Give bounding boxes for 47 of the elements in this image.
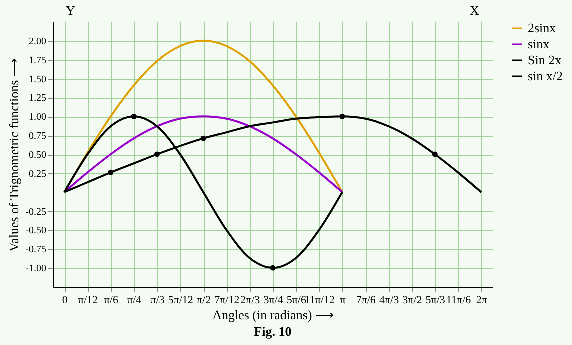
text: X [470, 3, 480, 19]
x-tick-label: 3π/2 [402, 294, 422, 306]
x-tick-label: 3π/4 [264, 294, 284, 306]
x-tick-label: 7π/12 [214, 294, 240, 306]
y-tick-label: -0.25 [26, 206, 46, 218]
y-tick-label: 1.75 [29, 55, 46, 66]
x-tick-label: 0 [62, 294, 68, 306]
text: Fig. 10 [254, 324, 292, 339]
x-tick-label: 11π/6 [446, 294, 472, 306]
x-tick-label: 7π/6 [356, 294, 376, 306]
x-tick-label: 4π/3 [379, 294, 400, 306]
point [340, 114, 346, 120]
point [200, 136, 206, 142]
x-tick-label: 2π/3 [240, 294, 261, 306]
x-axis-title: Angles (in radians) ⟶ [212, 308, 334, 322]
point [154, 152, 160, 158]
point [131, 114, 137, 120]
y-tick-label: 0.50 [29, 150, 46, 161]
y-tick-label: 1.00 [29, 112, 46, 124]
y-tick-label: -0.75 [26, 244, 46, 256]
legend-label: sin x/2 [528, 68, 564, 84]
x-tick-label: π [340, 294, 346, 306]
point [108, 170, 114, 176]
point [432, 152, 438, 158]
y-tick-label: 2.00 [29, 36, 46, 48]
legend-label: sinx [528, 36, 550, 52]
x-tick-label: π/2 [196, 294, 212, 306]
y-axis-title: Values of Trignometric functions ⟶ [6, 58, 22, 252]
x-tick-label: 5π/6 [286, 294, 307, 306]
x-tick-label: π/4 [127, 294, 142, 306]
point [270, 265, 276, 271]
legend-label: 2sinx [528, 20, 557, 36]
y-tick-label: 1.25 [29, 93, 46, 104]
x-tick-label: π/3 [150, 294, 166, 306]
legend-label: Sin 2x [528, 52, 562, 68]
y-tick-label: -0.50 [26, 226, 46, 237]
x-tick-label: 11π/12 [304, 294, 335, 306]
x-tick-label: 2π [476, 294, 488, 306]
x-tick-label: 5π/3 [426, 294, 446, 306]
y-tick-label: 0.25 [29, 168, 46, 180]
text: Y [66, 3, 76, 19]
y-tick-label: 0.75 [29, 131, 46, 142]
x-tick-label: 5π/12 [168, 294, 194, 306]
x-tick-label: π/6 [104, 294, 119, 306]
y-tick-label: -1.00 [26, 264, 46, 275]
x-tick-label: π/12 [78, 294, 98, 306]
y-tick-label: 1.50 [29, 74, 46, 86]
